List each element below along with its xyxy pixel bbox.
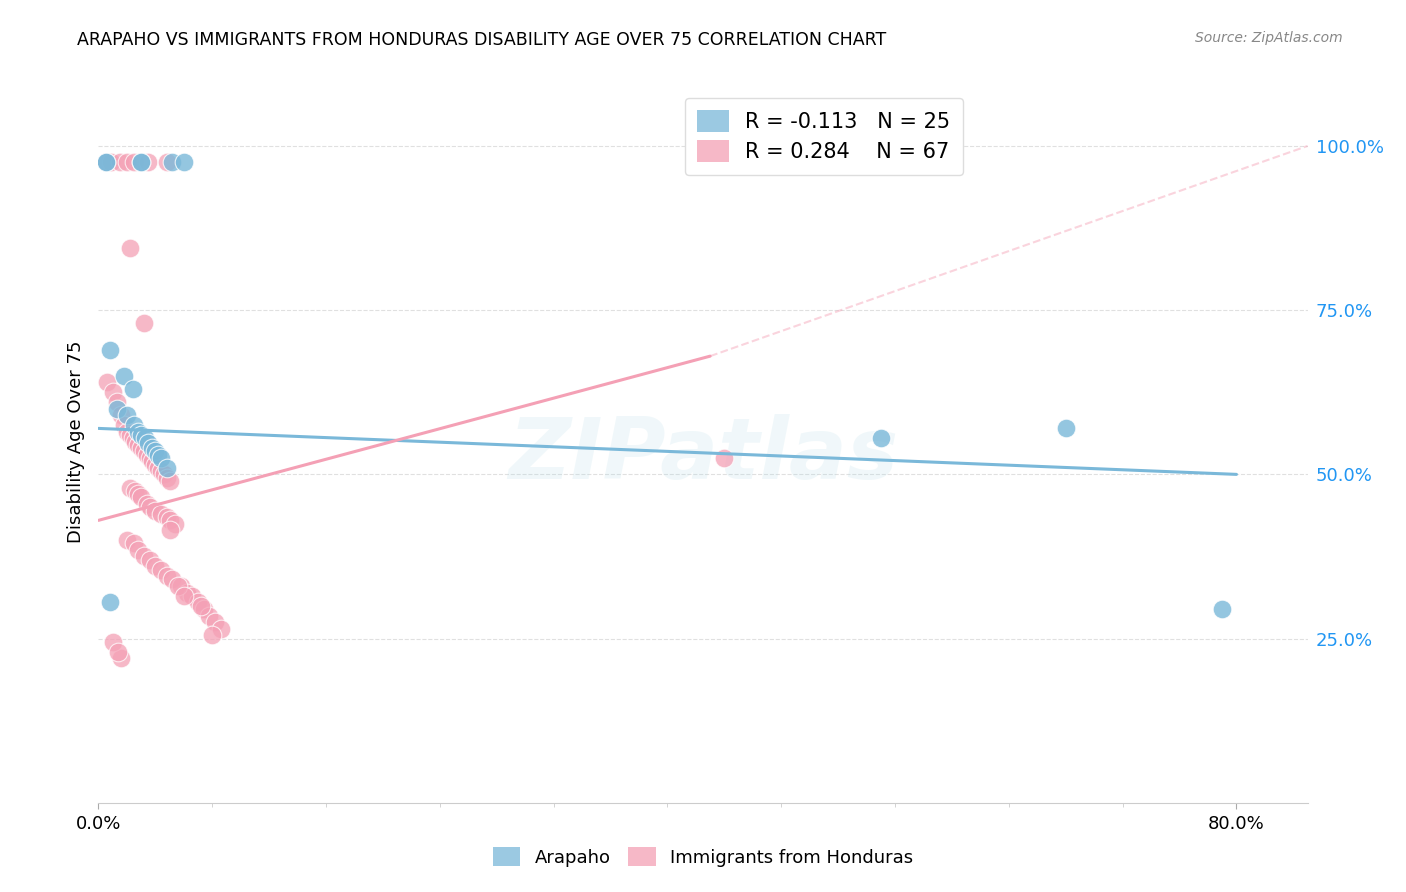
Point (129, 428, 152, 442)
Point (94, 155, 117, 169)
Point (112, 418, 135, 433)
Point (122, 155, 145, 169)
Point (96, 376, 118, 390)
Point (134, 431, 156, 445)
Point (190, 599, 212, 613)
Point (156, 460, 179, 475)
Point (156, 155, 179, 169)
Point (187, 595, 209, 609)
Point (159, 474, 181, 488)
Point (713, 450, 735, 465)
Point (124, 483, 146, 498)
Point (153, 467, 176, 482)
Text: Source: ZipAtlas.com: Source: ZipAtlas.com (1195, 31, 1343, 45)
Point (136, 435, 159, 450)
Point (121, 382, 143, 396)
Text: ZIPatlas: ZIPatlas (508, 415, 898, 498)
Point (159, 513, 181, 527)
Point (127, 542, 149, 557)
Point (201, 628, 224, 642)
Point (136, 155, 159, 169)
Point (121, 431, 143, 445)
Point (122, 418, 145, 433)
Point (159, 523, 181, 537)
Point (108, 155, 131, 169)
Point (150, 464, 173, 478)
Point (135, 497, 157, 511)
Point (115, 425, 138, 439)
Point (115, 533, 138, 547)
Point (138, 553, 160, 567)
Point (118, 241, 141, 255)
Point (129, 155, 152, 169)
Point (138, 450, 160, 465)
Point (146, 448, 169, 462)
Point (162, 155, 184, 169)
Point (132, 444, 155, 458)
Point (146, 460, 169, 475)
Point (129, 441, 152, 455)
Point (124, 434, 146, 449)
Point (150, 563, 173, 577)
Point (132, 316, 155, 330)
Point (129, 155, 152, 169)
Point (1054, 421, 1077, 435)
Point (167, 579, 190, 593)
Point (141, 454, 163, 468)
Point (150, 450, 173, 465)
Point (107, 645, 129, 659)
Point (1211, 602, 1233, 616)
Point (193, 602, 215, 616)
Point (98, 595, 121, 609)
Y-axis label: Disability Age Over 75: Disability Age Over 75 (66, 340, 84, 543)
Legend: R = -0.113   N = 25, R = 0.284    N = 67: R = -0.113 N = 25, R = 0.284 N = 67 (685, 98, 963, 175)
Point (129, 491, 152, 505)
Point (141, 441, 163, 455)
Point (127, 438, 149, 452)
Point (143, 444, 166, 458)
Point (143, 503, 166, 517)
Point (127, 425, 149, 439)
Point (156, 569, 179, 583)
Point (156, 471, 179, 485)
Point (173, 155, 195, 169)
Point (162, 573, 184, 587)
Point (135, 448, 157, 462)
Point (118, 428, 141, 442)
Point (869, 431, 891, 445)
Point (101, 385, 124, 400)
Text: ARAPAHO VS IMMIGRANTS FROM HONDURAS DISABILITY AGE OVER 75 CORRELATION CHART: ARAPAHO VS IMMIGRANTS FROM HONDURAS DISA… (77, 31, 887, 49)
Point (138, 500, 160, 515)
Point (115, 155, 138, 169)
Point (122, 536, 145, 550)
Point (132, 549, 155, 564)
Point (156, 510, 179, 524)
Point (170, 579, 193, 593)
Point (105, 401, 128, 416)
Point (94, 155, 117, 169)
Point (118, 481, 141, 495)
Point (209, 622, 232, 636)
Point (150, 507, 173, 521)
Point (94, 155, 117, 169)
Point (112, 368, 135, 383)
Point (98, 343, 121, 357)
Point (105, 395, 128, 409)
Point (101, 635, 124, 649)
Point (198, 608, 221, 623)
Point (110, 651, 132, 665)
Point (100, 155, 122, 169)
Point (143, 458, 166, 472)
Point (143, 559, 166, 574)
Point (176, 585, 198, 599)
Point (127, 487, 149, 501)
Point (173, 589, 195, 603)
Point (204, 615, 226, 630)
Point (110, 409, 132, 423)
Point (181, 589, 204, 603)
Point (165, 516, 187, 531)
Legend: Arapaho, Immigrants from Honduras: Arapaho, Immigrants from Honduras (485, 840, 921, 874)
Point (115, 409, 138, 423)
